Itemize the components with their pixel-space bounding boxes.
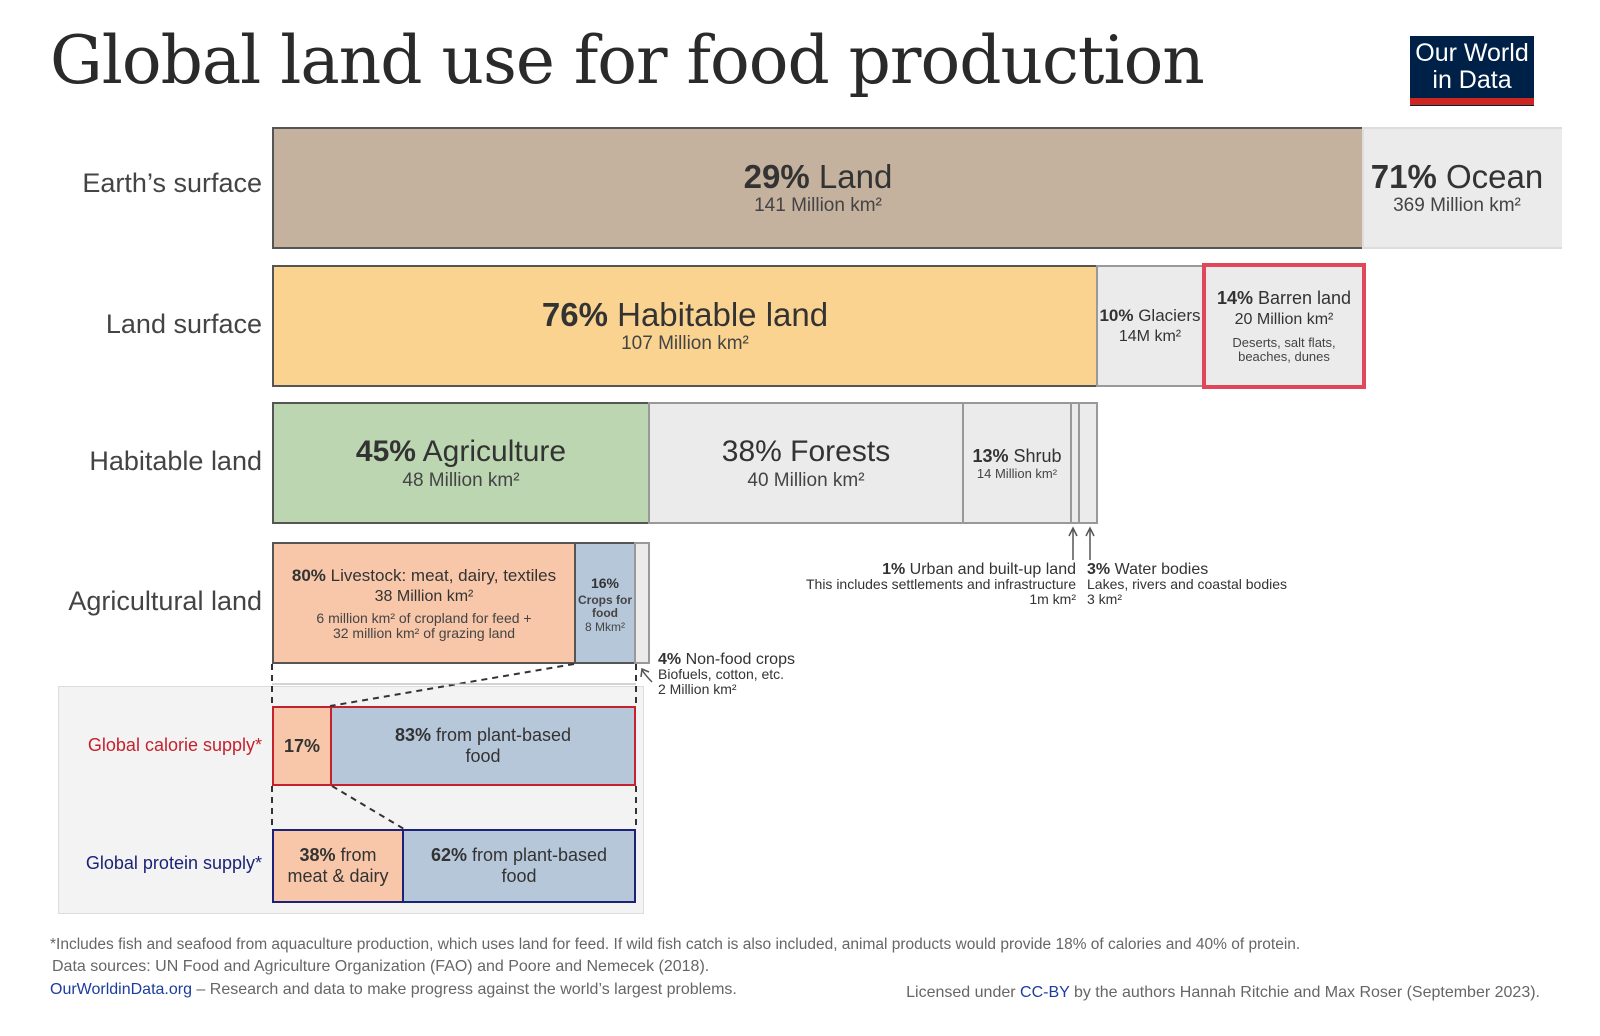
nonfood-note: Biofuels, cotton, etc. <box>658 667 795 682</box>
site-link[interactable]: OurWorldinData.org <box>50 981 192 998</box>
water-note: Lakes, rivers and coastal bodies <box>1087 577 1287 592</box>
site-tagline: – Research and data to make progress aga… <box>192 981 737 998</box>
license-line: Licensed under CC-BY by the authors Hann… <box>906 984 1540 1002</box>
water-callout: 3% Water bodies Lakes, rivers and coasta… <box>1087 562 1287 607</box>
license-pre: Licensed under <box>906 984 1020 1001</box>
license-link[interactable]: CC-BY <box>1020 984 1070 1001</box>
urban-note: This includes settlements and infrastruc… <box>780 577 1076 592</box>
license-post: by the authors Hannah Ritchie and Max Ro… <box>1070 984 1540 1001</box>
urban-callout: 1% Urban and built-up land This includes… <box>780 562 1076 607</box>
urban-area: 1m km² <box>780 592 1076 607</box>
site-line: OurWorldinData.org – Research and data t… <box>50 981 737 999</box>
water-area: 3 km² <box>1087 592 1287 607</box>
nonfood-callout: 4% Non-food crops Biofuels, cotton, etc.… <box>658 652 795 697</box>
nonfood-area: 2 Million km² <box>658 682 795 697</box>
dash-protein-split <box>332 786 404 829</box>
dash-calorie-split <box>330 664 574 706</box>
footnote: *Includes fish and seafood from aquacult… <box>50 936 1300 954</box>
data-sources: Data sources: UN Food and Agriculture Or… <box>52 958 709 976</box>
